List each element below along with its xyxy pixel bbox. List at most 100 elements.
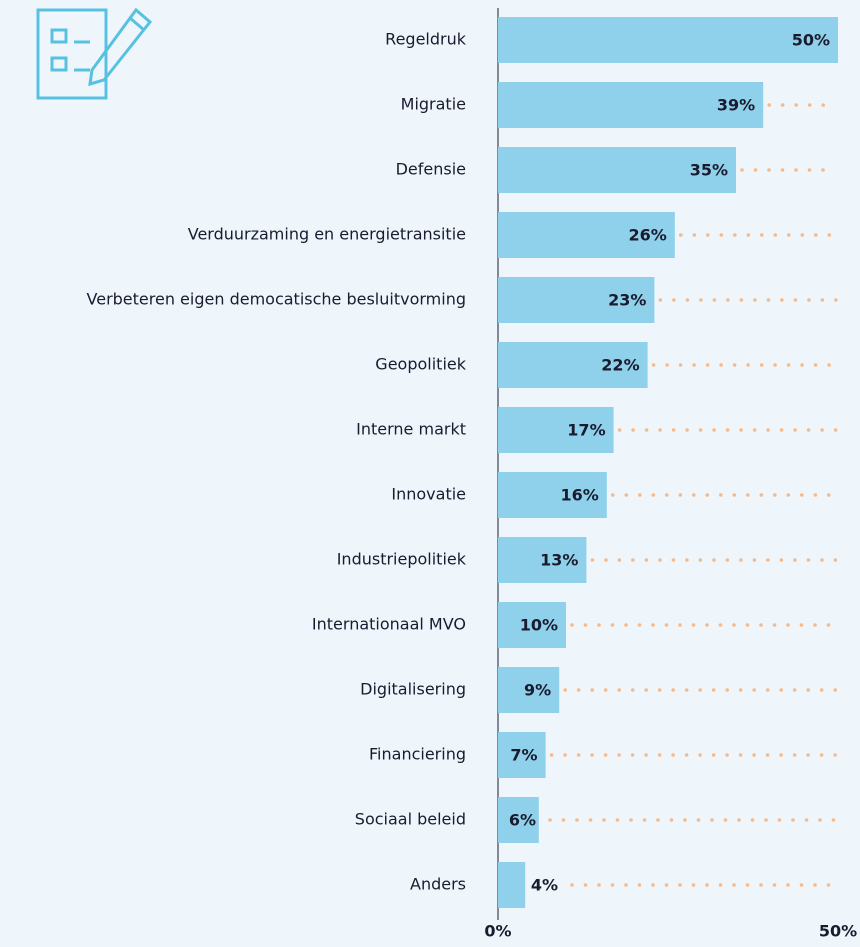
dot-leader [786,623,790,627]
dot-leader [718,623,723,627]
dot-leader [787,233,791,237]
dot-leader [725,688,729,692]
dot-leader [819,753,824,757]
dot-leader [819,688,824,692]
dot-leader [664,623,669,627]
dot-leader [765,753,770,757]
dot-leader [759,493,764,497]
dot-leader [793,428,797,432]
dot-leader [719,233,724,237]
value-label: 35% [690,161,728,180]
dot-leader [794,168,798,172]
dot-leader [638,493,642,497]
dot-leader [602,818,606,822]
category-label: Geopolitiek [375,355,466,374]
dot-leader [705,883,709,887]
dot-leader [698,753,702,757]
category-label: Verduurzaming en energietransitie [188,225,466,244]
dot-leader [765,688,770,692]
dot-leader [691,883,696,887]
dot-leader [800,493,804,497]
dot-leader [737,818,741,822]
category-label: Regeldruk [385,30,467,49]
category-label: Sociaal beleid [355,810,466,829]
dot-leader [644,428,649,432]
dot-leader [807,298,811,302]
dot-leader [692,363,696,367]
dot-leader [800,363,804,367]
dot-leader [583,883,588,887]
dot-leader [726,298,730,302]
category-label: Industriepolitiek [337,550,467,569]
bar [498,147,736,193]
dot-leader [793,558,797,562]
dot-leader [611,493,615,497]
category-label: Anders [410,875,466,894]
dot-leader [604,558,608,562]
dot-leader [624,883,628,887]
dot-leader [588,818,593,822]
dot-leader [826,623,831,627]
bar [498,82,764,128]
bar [498,667,560,713]
dot-leader [820,558,824,562]
dot-leader [691,623,696,627]
dot-leader [791,818,795,822]
dot-leader [739,428,743,432]
category-label: Financiering [369,745,466,764]
dot-leader [767,103,771,107]
dot-leader [590,558,595,562]
dot-leader [767,168,771,172]
dot-leader [651,493,656,497]
dot-leader [617,428,622,432]
dot-leader [732,363,737,367]
dot-leader [739,298,744,302]
dot-leader [821,103,825,107]
dot-leader [813,493,818,497]
dot-leader [773,493,777,497]
dot-leader [712,428,716,432]
bar [498,472,607,518]
dot-leader [746,493,750,497]
bar [498,732,546,778]
dot-leader [820,428,824,432]
dot-leader [570,623,574,627]
dot-leader [833,688,837,692]
dot-leader [678,883,682,887]
dot-leader [792,753,797,757]
dot-leader [718,883,723,887]
dot-leader [561,818,566,822]
dot-leader [799,883,804,887]
dot-leader [617,688,621,692]
dot-leader [665,363,669,367]
dot-leader [658,298,663,302]
dot-leader [760,233,764,237]
dot-leader [651,623,655,627]
dot-leader [786,883,790,887]
dot-leader [548,818,552,822]
dot-leader [637,883,642,887]
dot-leader [786,363,791,367]
dot-leader [671,558,676,562]
dot-leader [678,493,683,497]
category-label: Migratie [401,95,466,114]
dot-leader [766,558,770,562]
dot-leader [615,818,620,822]
bar [498,212,675,258]
dot-leader [804,818,809,822]
dot-leader [706,233,710,237]
dot-leader [610,883,615,887]
dot-leader [799,623,804,627]
dot-leader [698,688,702,692]
dot-leader [624,493,629,497]
dot-leader [773,233,778,237]
dot-leader [631,428,635,432]
category-label: Digitalisering [360,680,466,699]
value-label: 4% [531,876,558,895]
dot-leader [705,493,710,497]
dot-leader [711,688,716,692]
dot-leader [624,623,628,627]
dot-leader [759,363,764,367]
dot-leader [685,558,689,562]
dot-leader [752,753,756,757]
